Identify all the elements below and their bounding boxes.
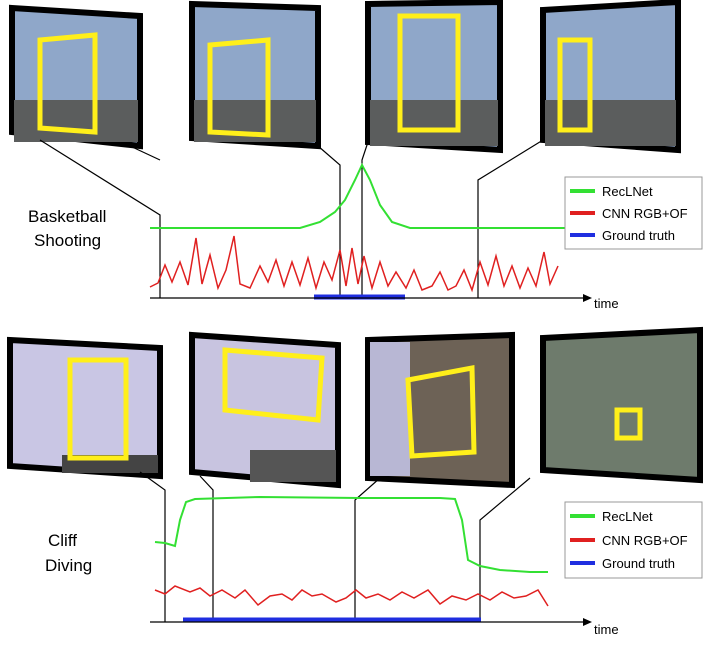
legend-label: CNN RGB+OF [602, 533, 688, 548]
legend-label: RecLNet [602, 184, 653, 199]
cnn-curve [154, 585, 549, 607]
panel-label: Cliff [48, 531, 77, 550]
panel-label: Diving [45, 556, 92, 575]
recl-curve [154, 495, 548, 573]
axis-label: time [594, 622, 619, 637]
frames-bottom [7, 326, 703, 489]
axis-arrow [583, 618, 592, 626]
legend-label: CNN RGB+OF [602, 206, 688, 221]
axis-arrow [583, 294, 592, 302]
recl-curve [150, 162, 585, 229]
connectors-bottom [139, 471, 531, 622]
frames-top [9, 0, 681, 154]
legend-label: Ground truth [602, 556, 675, 571]
axis-label: time [594, 296, 619, 311]
cnn-curve [149, 235, 559, 293]
legend-label: Ground truth [602, 228, 675, 243]
connectors-top [39, 139, 544, 298]
panel-label: Shooting [34, 231, 101, 250]
legend-label: RecLNet [602, 509, 653, 524]
panel-label: Basketball [28, 207, 106, 226]
